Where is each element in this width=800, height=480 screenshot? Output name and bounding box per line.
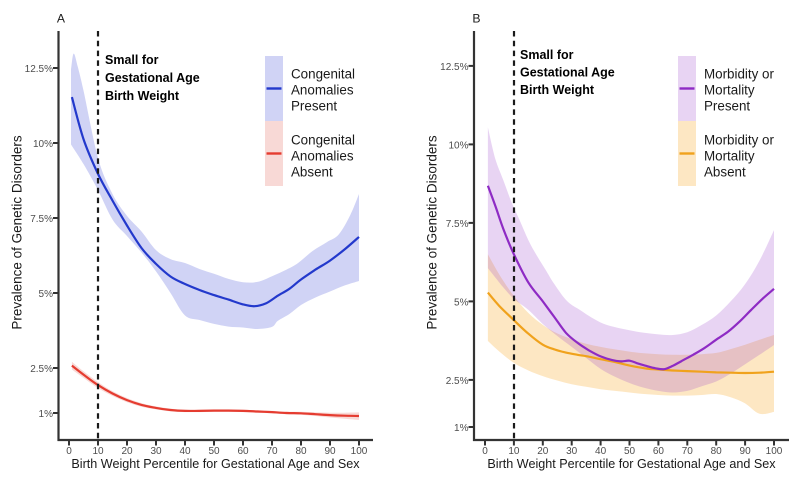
svg-text:90: 90 — [324, 446, 336, 457]
svg-text:10%: 10% — [33, 139, 53, 150]
svg-text:80: 80 — [711, 446, 723, 457]
svg-text:Present: Present — [291, 99, 337, 114]
svg-text:70: 70 — [266, 446, 278, 457]
svg-text:12.5%: 12.5% — [25, 64, 53, 75]
svg-text:Prevalence of Genetic Disorder: Prevalence of Genetic Disorders — [9, 135, 24, 330]
svg-text:20: 20 — [121, 446, 133, 457]
svg-text:7.5%: 7.5% — [30, 214, 53, 225]
svg-text:0: 0 — [482, 446, 488, 457]
svg-text:Congenital: Congenital — [291, 133, 355, 148]
svg-text:100: 100 — [351, 446, 368, 457]
svg-text:10: 10 — [508, 446, 520, 457]
svg-text:12.5%: 12.5% — [440, 62, 468, 73]
svg-text:50: 50 — [208, 446, 220, 457]
svg-text:Mortality: Mortality — [704, 83, 755, 98]
svg-text:Birth Weight Percentile for Ge: Birth Weight Percentile for Gestational … — [71, 457, 360, 471]
svg-text:Anomalies: Anomalies — [291, 149, 354, 164]
svg-text:70: 70 — [682, 446, 694, 457]
svg-text:Gestational Age: Gestational Age — [105, 71, 200, 85]
svg-text:80: 80 — [295, 446, 307, 457]
svg-text:Morbidity or: Morbidity or — [704, 133, 774, 148]
svg-text:40: 40 — [595, 446, 607, 457]
svg-text:Birth Weight Percentile for Ge: Birth Weight Percentile for Gestational … — [487, 457, 776, 471]
svg-text:Gestational Age: Gestational Age — [520, 66, 615, 80]
svg-text:60: 60 — [237, 446, 249, 457]
svg-text:Morbidity or: Morbidity or — [704, 67, 774, 82]
svg-text:1%: 1% — [454, 423, 469, 434]
svg-text:0: 0 — [66, 446, 72, 457]
svg-text:Birth Weight: Birth Weight — [105, 89, 180, 103]
svg-text:10: 10 — [92, 446, 104, 457]
svg-text:7.5%: 7.5% — [446, 219, 469, 230]
svg-text:Small for: Small for — [520, 48, 574, 62]
svg-text:20: 20 — [537, 446, 549, 457]
svg-text:A: A — [57, 12, 66, 26]
svg-text:30: 30 — [150, 446, 162, 457]
svg-text:Anomalies: Anomalies — [291, 83, 354, 98]
svg-text:40: 40 — [179, 446, 191, 457]
svg-text:2.5%: 2.5% — [446, 376, 469, 387]
svg-text:50: 50 — [624, 446, 636, 457]
svg-text:Mortality: Mortality — [704, 149, 755, 164]
svg-text:Congenital: Congenital — [291, 67, 355, 82]
svg-text:B: B — [472, 12, 480, 26]
svg-text:60: 60 — [653, 446, 665, 457]
svg-text:Prevalence of Genetic Disorder: Prevalence of Genetic Disorders — [424, 135, 439, 330]
svg-text:Present: Present — [704, 99, 750, 114]
svg-text:Small for: Small for — [105, 53, 159, 67]
svg-text:90: 90 — [740, 446, 752, 457]
svg-text:10%: 10% — [448, 140, 468, 151]
svg-text:5%: 5% — [39, 289, 54, 300]
svg-text:Absent: Absent — [291, 165, 333, 180]
svg-text:Birth Weight: Birth Weight — [520, 83, 595, 97]
svg-text:2.5%: 2.5% — [30, 364, 53, 375]
svg-text:Absent: Absent — [704, 165, 746, 180]
svg-text:5%: 5% — [454, 297, 469, 308]
svg-text:100: 100 — [766, 446, 783, 457]
svg-text:1%: 1% — [39, 409, 54, 420]
svg-text:30: 30 — [566, 446, 578, 457]
